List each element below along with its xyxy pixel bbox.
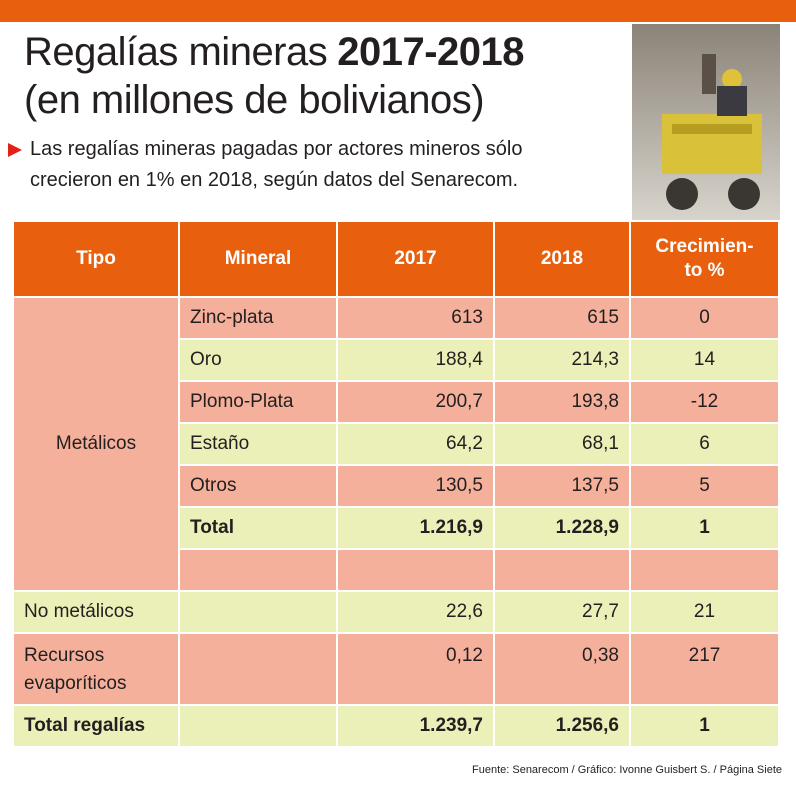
column-header: Crecimien- to % xyxy=(629,220,780,298)
title-line2: (en millones de bolivianos) xyxy=(24,78,485,122)
column-header-text: Tipo xyxy=(76,248,116,269)
cell-tipo: Metálicos xyxy=(12,296,180,592)
table-row: Plomo-Plata 200,7 193,8 -12 xyxy=(13,380,780,424)
cell: No metálicos xyxy=(12,590,180,634)
cell: 0,12 xyxy=(336,632,495,706)
table-row: Total 1.216,9 1.228,9 1 xyxy=(13,506,780,550)
top-bar xyxy=(0,0,796,22)
cell: 21 xyxy=(629,590,780,634)
source: Fuente: Senarecom / Gráfico: Ivonne Guis… xyxy=(472,764,782,776)
cell: 214,3 xyxy=(493,338,631,382)
empty-cell xyxy=(336,548,495,592)
column-header: Tipo xyxy=(12,220,180,298)
cell: Plomo-Plata xyxy=(178,380,338,424)
empty-cell xyxy=(178,590,338,634)
cell: 193,8 xyxy=(493,380,631,424)
empty-row xyxy=(13,548,780,592)
cell: Total xyxy=(178,506,338,550)
empty-cell xyxy=(629,548,780,592)
cell: Zinc-plata xyxy=(178,296,338,340)
cell: 22,6 xyxy=(336,590,495,634)
cell: 14 xyxy=(629,338,780,382)
title: Regalías mineras 2017-2018 (en millones d… xyxy=(24,28,525,124)
column-header: 2018 xyxy=(493,220,631,298)
cell: 1.256,6 xyxy=(493,704,631,748)
column-header-text: Mineral xyxy=(224,248,292,269)
column-header-text: Crecimien- to % xyxy=(655,236,754,281)
title-light: Regalías mineras xyxy=(24,30,328,74)
cell: 68,1 xyxy=(493,422,631,466)
cell: 137,5 xyxy=(493,464,631,508)
cell: 1 xyxy=(629,704,780,748)
cell: 0,38 xyxy=(493,632,631,706)
cell: 615 xyxy=(493,296,631,340)
cell: Estaño xyxy=(178,422,338,466)
title-bold: 2017-2018 xyxy=(337,30,525,74)
cell: 6 xyxy=(629,422,780,466)
table-row: No metálicos 22,6 27,7 21 xyxy=(12,590,780,634)
bullet xyxy=(8,143,22,157)
cell: 217 xyxy=(629,632,780,706)
cell: 613 xyxy=(336,296,495,340)
cell: Oro xyxy=(178,338,338,382)
table-row: Oro 188,4 214,3 14 xyxy=(13,338,780,382)
cell: 200,7 xyxy=(336,380,495,424)
cell: -12 xyxy=(629,380,780,424)
cell: 27,7 xyxy=(493,590,631,634)
empty-cell xyxy=(493,548,631,592)
table-row: Otros 130,5 137,5 5 xyxy=(13,464,780,508)
cell: Recursos evaporíticos xyxy=(12,632,180,706)
cell: Otros xyxy=(178,464,338,508)
column-header: 2017 xyxy=(336,220,495,298)
cell: 1.216,9 xyxy=(336,506,495,550)
empty-cell xyxy=(178,704,338,748)
photo xyxy=(632,24,780,220)
subtitle: Las regalías mineras pagadas por actores… xyxy=(30,138,523,191)
column-header: Mineral xyxy=(178,220,338,298)
cell: 64,2 xyxy=(336,422,495,466)
cell: 0 xyxy=(629,296,780,340)
table-row: Recursos evaporíticos 0,12 0,38 217 xyxy=(12,632,780,706)
cell: 1.239,7 xyxy=(336,704,495,748)
column-header-text: 2018 xyxy=(540,248,584,269)
cell: Total regalías xyxy=(12,704,180,748)
header-row: Tipo Mineral 2017 2018 Crecimien- to % xyxy=(12,220,780,298)
table-row: Estaño 64,2 68,1 6 xyxy=(13,422,780,466)
cell: 130,5 xyxy=(336,464,495,508)
cell: 1.228,9 xyxy=(493,506,631,550)
empty-cell xyxy=(178,548,338,592)
cell: 5 xyxy=(629,464,780,508)
column-header-text: 2017 xyxy=(394,248,437,269)
empty-cell xyxy=(178,632,338,706)
cell: 1 xyxy=(629,506,780,550)
table: Tipo Mineral 2017 2018 Crecimien- to % Metál… xyxy=(12,220,780,748)
table-row: Total regalías 1.239,7 1.256,6 1 xyxy=(12,704,780,748)
cell: 188,4 xyxy=(336,338,495,382)
table-row: Metálicos Zinc-plata 613 615 0 xyxy=(12,296,780,592)
